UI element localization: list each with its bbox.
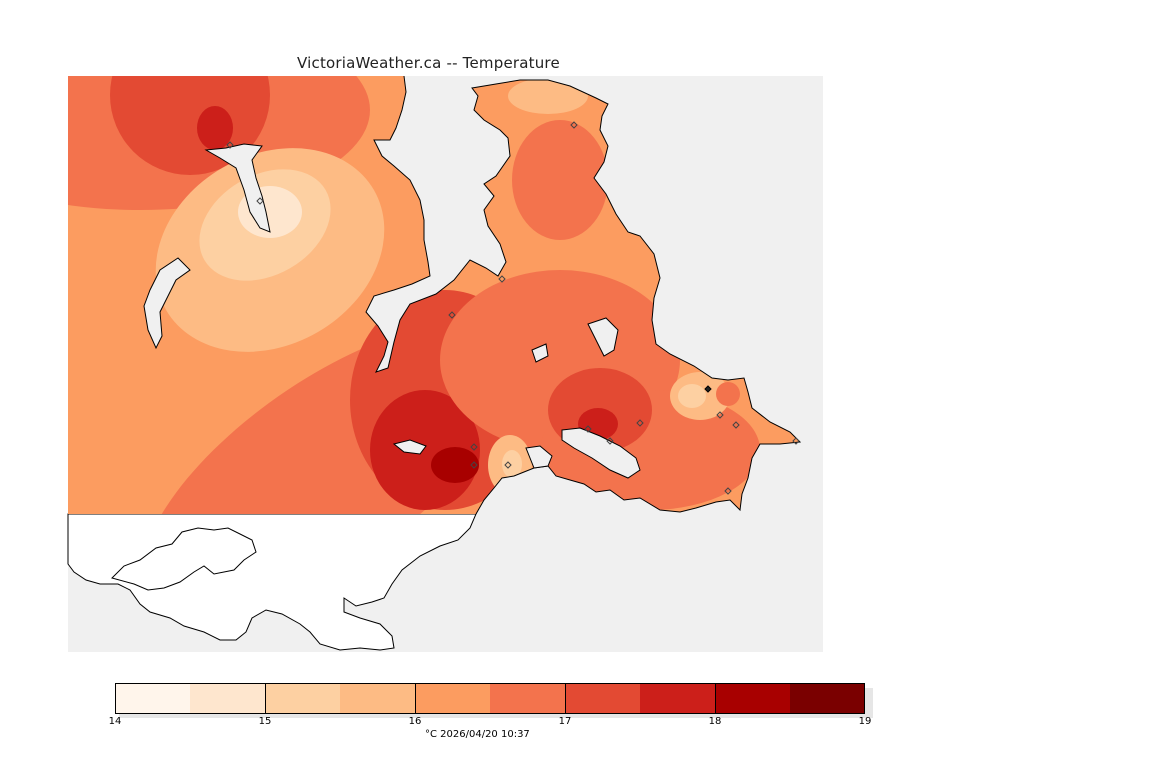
small-lake	[392, 439, 427, 455]
victoria-harbour	[561, 427, 641, 479]
station-diamond-icon[interactable]	[732, 421, 740, 429]
station-diamond-icon[interactable]	[716, 411, 724, 419]
station-diamond-icon[interactable]	[226, 141, 234, 149]
legend-tick	[565, 683, 566, 714]
esquimalt-harbour	[525, 445, 553, 469]
legend-tick-label: 15	[258, 716, 272, 727]
legend-frame	[115, 683, 865, 714]
legend-tick-label: 14	[108, 716, 122, 727]
station-diamond-icon[interactable]	[724, 487, 732, 495]
legend-tick	[115, 683, 116, 714]
legend-swatch	[190, 683, 265, 713]
legend-tick-label: 19	[858, 716, 872, 727]
legend-swatch	[265, 683, 340, 713]
legend-tick	[415, 683, 416, 714]
legend-swatch	[565, 683, 640, 713]
station-diamond-icon[interactable]	[504, 461, 512, 469]
station-diamond-icon[interactable]	[584, 425, 592, 433]
legend-swatch	[490, 683, 565, 713]
unit-timestamp: °C 2026/04/20 10:37	[425, 729, 530, 740]
legend-tick-label: 17	[558, 716, 572, 727]
elk-lake	[587, 317, 619, 357]
sooke-inlet	[204, 143, 271, 233]
station-diamond-icon[interactable]	[704, 385, 712, 393]
pond	[531, 343, 549, 363]
legend-tick	[265, 683, 266, 714]
station-diamond-icon[interactable]	[498, 275, 506, 283]
legend-swatch	[640, 683, 715, 713]
legend-swatch	[715, 683, 790, 713]
legend-swatch	[790, 683, 865, 713]
station-diamond-icon[interactable]	[448, 311, 456, 319]
legend-tick-label: 16	[408, 716, 422, 727]
map-title: VictoriaWeather.ca -- Temperature	[297, 54, 560, 72]
station-diamond-icon[interactable]	[570, 121, 578, 129]
legend-swatch	[115, 683, 190, 713]
legend-tick	[864, 683, 865, 714]
station-diamond-icon[interactable]	[256, 197, 264, 205]
western-lake	[143, 257, 191, 350]
legend-tick-label: 18	[708, 716, 722, 727]
station-diamond-icon[interactable]	[470, 443, 478, 451]
san-juan-island	[111, 527, 257, 591]
station-markers	[226, 121, 800, 495]
legend-swatch	[415, 683, 490, 713]
temperature-legend	[115, 683, 865, 715]
station-diamond-icon[interactable]	[470, 461, 478, 469]
legend-tick	[715, 683, 716, 714]
coastline	[365, 75, 802, 515]
station-diamond-icon[interactable]	[792, 437, 800, 445]
legend-swatch	[340, 683, 415, 713]
station-diamond-icon[interactable]	[606, 437, 614, 445]
station-diamond-icon[interactable]	[636, 419, 644, 427]
